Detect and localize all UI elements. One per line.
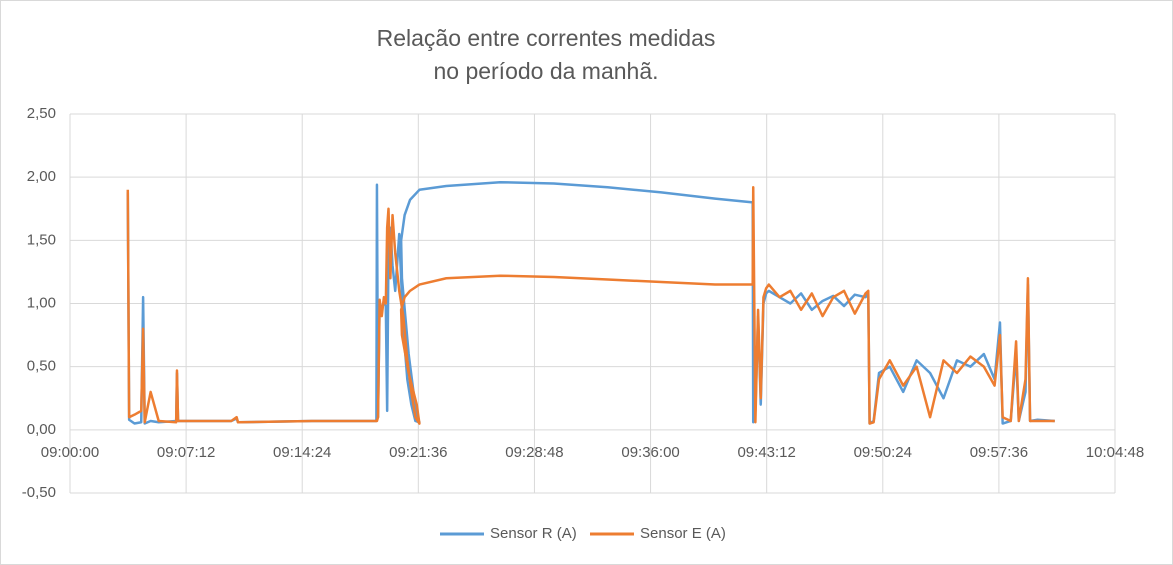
x-tick-label: 09:36:00	[621, 444, 679, 461]
x-tick-label: 09:07:12	[157, 444, 215, 461]
x-tick-label: 09:28:48	[505, 444, 563, 461]
x-tick-label: 09:50:24	[854, 444, 912, 461]
x-tick-label: 09:57:36	[970, 444, 1028, 461]
x-tick-label: 09:21:36	[389, 444, 447, 461]
y-tick-label: -0,50	[22, 484, 56, 501]
y-tick-label: 1,50	[27, 231, 56, 248]
x-tick-label: 09:43:12	[737, 444, 795, 461]
x-tick-label: 09:14:24	[273, 444, 331, 461]
x-tick-label: 09:00:00	[41, 444, 99, 461]
y-tick-label: 1,00	[27, 294, 56, 311]
series-line	[126, 186, 1055, 425]
chart-title: no período da manhã.	[433, 58, 658, 84]
y-tick-label: 0,00	[27, 421, 56, 438]
y-tick-label: 2,50	[27, 105, 56, 122]
legend-label: Sensor R (A)	[490, 525, 577, 542]
legend-label: Sensor E (A)	[640, 525, 726, 542]
y-tick-label: 2,00	[27, 168, 56, 185]
x-tick-label: 10:04:48	[1086, 444, 1144, 461]
y-tick-label: 0,50	[27, 358, 56, 375]
chart-title: Relação entre correntes medidas	[377, 25, 716, 51]
